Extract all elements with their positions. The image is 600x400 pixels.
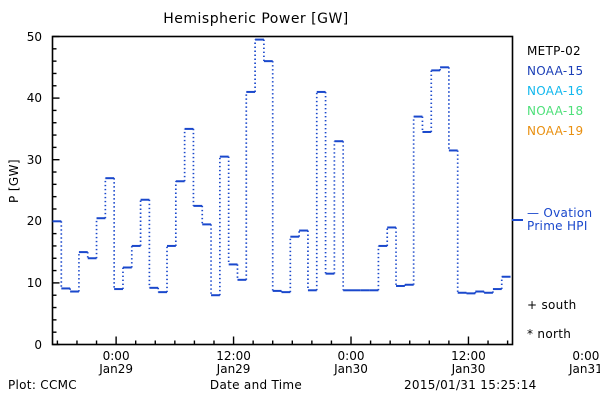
y-tick-label: 20 <box>26 214 42 229</box>
footer-timestamp: 2015/01/31 15:25:14 <box>404 378 537 392</box>
y-tick-label: 0 <box>34 337 42 352</box>
x-axis-ticks <box>56 336 509 345</box>
footer-plot-source: Plot: CCMC <box>8 378 77 392</box>
y-tick-label: 30 <box>26 152 42 167</box>
axes-frame <box>51 35 514 346</box>
legend-entry-noaa-16[interactable]: NOAA-16 <box>527 84 584 98</box>
x-tick-label: 0:00 Jan30 <box>334 349 368 376</box>
y-tick-label: 10 <box>26 275 42 290</box>
x-tick-label: 12:00 Jan30 <box>451 349 486 376</box>
legend-entry-noaa-19[interactable]: NOAA-19 <box>527 124 584 138</box>
data-series-ovation-prime-hpi <box>52 38 511 297</box>
x-tick-label: 0:00 Jan29 <box>99 349 133 376</box>
x-tick-label: 0:00 Jan31 <box>569 349 600 376</box>
y-axis-ticks <box>52 35 60 346</box>
legend-entry-metp-02[interactable]: METP-02 <box>527 44 581 58</box>
legend-entry-noaa-15[interactable]: NOAA-15 <box>527 64 584 78</box>
x-axis-title: Date and Time <box>209 378 303 392</box>
ovation-legend-dash <box>512 219 523 221</box>
y-tick-label: 50 <box>26 29 42 44</box>
page-title: Hemispheric Power [GW] <box>163 11 349 27</box>
marker-legend-north: * north <box>527 327 572 341</box>
marker-legend-south: + south <box>527 298 577 312</box>
legend-entry-noaa-18[interactable]: NOAA-18 <box>527 104 584 118</box>
y-tick-label: 40 <box>26 91 42 106</box>
x-tick-label: 12:00 Jan29 <box>216 349 251 376</box>
ovation-legend-label: — Ovation Prime HPI <box>527 206 593 233</box>
